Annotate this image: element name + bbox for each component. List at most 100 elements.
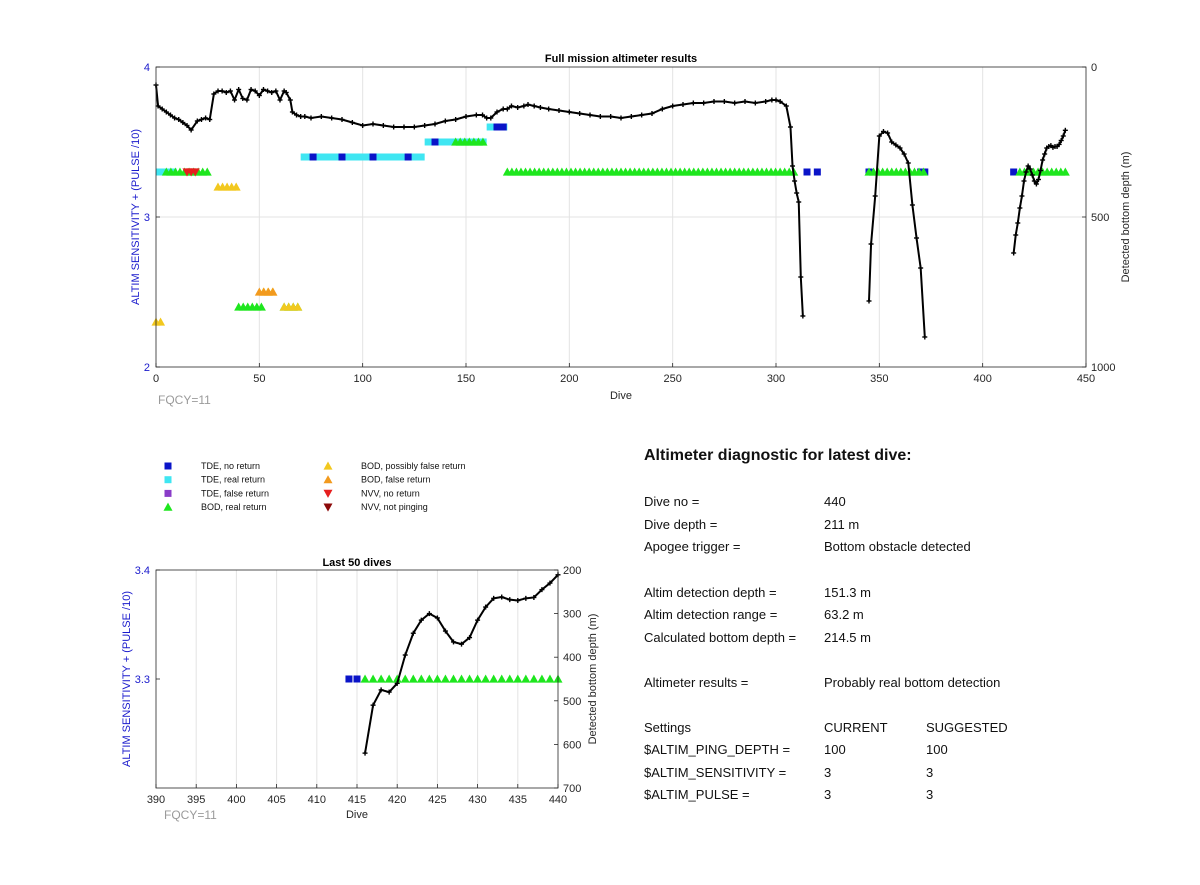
- diag-row-label: Dive no =: [644, 494, 700, 509]
- bod-real-return-marker: [919, 167, 929, 176]
- diag-row-value: 440: [824, 494, 846, 509]
- bod-possibly-false-return-marker: [293, 302, 303, 311]
- x-tick-label: 415: [348, 794, 366, 806]
- main-x-label: Dive: [610, 390, 632, 402]
- x-tick-label: 250: [663, 373, 681, 385]
- legend-marker: [323, 489, 333, 498]
- bod-real-return-marker: [416, 674, 426, 683]
- bod-real-return-marker: [202, 167, 212, 176]
- bod-real-return-marker: [505, 674, 515, 683]
- bod-real-return-marker: [457, 674, 467, 683]
- legend-label: BOD, real return: [201, 502, 267, 512]
- y-left-tick-label: 4: [144, 62, 150, 74]
- settings-header-label: Settings: [644, 720, 691, 735]
- tde-no-return-marker: [803, 168, 811, 176]
- legend-marker: [323, 475, 333, 484]
- y-right-tick-label: 0: [1091, 62, 1097, 74]
- last50-markers: [345, 674, 563, 683]
- x-tick-label: 50: [253, 373, 265, 385]
- bod-real-return-marker: [360, 674, 370, 683]
- x-tick-label: 440: [549, 794, 567, 806]
- last50-x-ticks: 390 395 400 405 410 415 420 425 430 435 440: [147, 784, 567, 806]
- y-right-tick-label: 400: [563, 652, 581, 664]
- settings-header-current: CURRENT: [824, 720, 888, 735]
- x-tick-label: 430: [468, 794, 486, 806]
- x-tick-label: 400: [227, 794, 245, 806]
- tde-no-return-marker: [431, 138, 439, 146]
- last50-title: Last 50 dives: [322, 557, 391, 569]
- bod-real-return-marker: [497, 674, 507, 683]
- y-right-tick-label: 500: [563, 696, 581, 708]
- y-right-tick-label: 200: [563, 565, 581, 577]
- diag-row-value: 151.3 m: [824, 585, 871, 600]
- bod-real-return-marker: [545, 674, 555, 683]
- last50-y-right-label: Detected bottom depth (m): [587, 614, 599, 745]
- x-tick-label: 100: [353, 373, 371, 385]
- bod-real-return-marker: [481, 674, 491, 683]
- bod-real-return-marker: [529, 674, 539, 683]
- setting-suggested: 100: [926, 742, 948, 757]
- x-tick-label: 405: [267, 794, 285, 806]
- bod-real-return-marker: [408, 674, 418, 683]
- last50-y-left-label: ALTIM SENSITIVITY + (PULSE /10): [121, 591, 133, 767]
- setting-label: $ALTIM_PULSE =: [644, 787, 750, 802]
- bod-possibly-false-return-marker: [156, 317, 166, 326]
- bod-real-return-marker: [537, 674, 547, 683]
- x-tick-label: 450: [1077, 373, 1095, 385]
- last50-y-right-ticks: 200 300 400 500 600 700: [554, 565, 581, 795]
- setting-suggested: 3: [926, 765, 934, 780]
- legend-marker: [164, 462, 172, 470]
- diag-row-value: Bottom obstacle detected: [824, 539, 971, 554]
- tde-no-return-marker: [353, 675, 361, 683]
- legend-label: TDE, real return: [201, 475, 265, 485]
- bod-real-return-marker: [448, 674, 458, 683]
- x-tick-label: 350: [870, 373, 888, 385]
- bod-real-return-marker: [1060, 167, 1070, 176]
- main-chart: 0 50 100 150 200 250 300 350 400 450 2 3 4 0 500 1000…: [130, 53, 1132, 407]
- bottom-depth-line: [155, 84, 804, 317]
- legend-marker: [323, 503, 333, 512]
- y-left-tick-label: 3.4: [135, 565, 150, 577]
- tde-no-return-marker: [404, 153, 412, 161]
- legend-label: TDE, false return: [201, 488, 269, 498]
- diag-row-label: Dive depth =: [644, 517, 718, 532]
- settings-header-suggested: SUGGESTED: [926, 720, 1008, 735]
- last50-bottom-depth-line: [362, 572, 561, 756]
- main-fqcy-label: FQCY=11: [158, 393, 211, 407]
- legend: TDE, no return TDE, real return TDE, false…: [163, 461, 466, 512]
- bod-real-return-marker: [368, 674, 378, 683]
- bod-real-return-marker: [400, 674, 410, 683]
- y-right-tick-label: 500: [1091, 212, 1109, 224]
- last50-y-left-ticks: 3.3 3.4: [135, 565, 160, 686]
- main-markers: [151, 123, 1070, 326]
- x-tick-label: 400: [973, 373, 991, 385]
- nvv-no-return-marker: [190, 168, 200, 177]
- diag-row-value: Probably real bottom detection: [824, 675, 1001, 690]
- tde-no-return-marker: [493, 123, 501, 131]
- last50-x-label: Dive: [346, 809, 368, 821]
- y-right-tick-label: 600: [563, 739, 581, 751]
- legend-marker: [164, 489, 172, 497]
- bod-real-return-marker: [424, 674, 434, 683]
- diag-row-label: Calculated bottom depth =: [644, 630, 797, 645]
- main-x-ticks: 0 50 100 150 200 250 300 350 400 450: [153, 363, 1095, 385]
- bod-real-return-marker: [384, 674, 394, 683]
- x-tick-label: 200: [560, 373, 578, 385]
- bod-possibly-false-return-marker: [231, 182, 241, 191]
- tde-no-return-marker: [345, 675, 353, 683]
- main-y-right-label: Detected bottom depth (m): [1120, 152, 1132, 283]
- x-tick-label: 300: [767, 373, 785, 385]
- tde-no-return-marker: [309, 153, 317, 161]
- last50-fqcy-label: FQCY=11: [164, 808, 217, 822]
- setting-current: 100: [824, 742, 846, 757]
- diag-row-label: Altim detection depth =: [644, 585, 777, 600]
- bod-real-return-marker: [473, 674, 483, 683]
- legend-marker: [164, 476, 172, 484]
- bod-real-return-marker: [478, 137, 488, 146]
- bod-real-return-marker: [256, 302, 266, 311]
- last50-chart: 390 395 400 405 410 415 420 425 430 435 440 3.3 3.4…: [121, 557, 599, 822]
- legend-label: BOD, false return: [361, 475, 431, 485]
- setting-suggested: 3: [926, 787, 934, 802]
- setting-current: 3: [824, 765, 832, 780]
